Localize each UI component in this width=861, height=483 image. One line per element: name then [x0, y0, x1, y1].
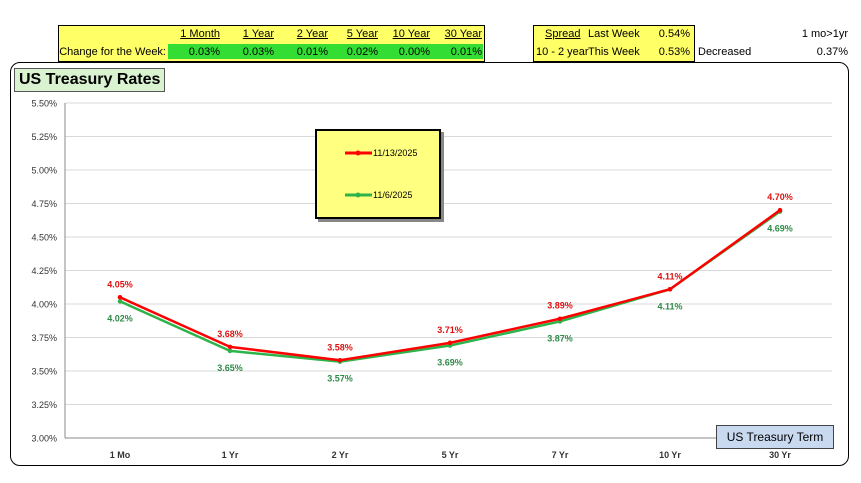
y-tick-label: 5.25% — [31, 132, 57, 142]
series-2-data-label: 4.02% — [107, 313, 133, 323]
legend-label-series-2: 11/6/2025 — [373, 190, 413, 200]
x-tick-label: 30 Yr — [769, 450, 791, 460]
series-2-data-label: 4.11% — [657, 301, 682, 311]
series-1-point — [777, 207, 783, 213]
legend-marker-series-1 — [355, 150, 361, 156]
y-tick-label: 4.00% — [31, 300, 57, 310]
last-week-value: 0.54% — [658, 28, 690, 40]
x-tick-label: 10 Yr — [659, 450, 681, 460]
series-1-data-label: 4.11% — [657, 271, 682, 281]
series-1-data-label: 4.05% — [107, 279, 133, 289]
y-tick-label: 3.50% — [31, 367, 57, 377]
y-tick-label: 3.00% — [31, 434, 57, 444]
series-2-data-label: 3.87% — [547, 333, 573, 343]
change-row-label: Change for the Week: — [59, 46, 166, 58]
this-week-value: 0.53% — [658, 46, 690, 58]
header-10-year: 10 Year — [392, 28, 430, 40]
spread-label: 10 - 2 year — [536, 46, 589, 58]
y-tick-label: 5.00% — [31, 166, 57, 176]
series-1-data-label: 4.70% — [767, 192, 793, 202]
series-2-data-label: 4.69% — [767, 224, 793, 234]
y-tick-label: 4.75% — [31, 199, 57, 209]
this-week-label: This Week — [588, 46, 640, 58]
change-2-year: 0.01% — [296, 46, 328, 58]
x-tick-label: 1 Mo — [110, 450, 131, 460]
y-tick-label: 3.25% — [31, 400, 57, 410]
spread-header: Spread — [545, 28, 581, 40]
chart-title: US Treasury Rates — [14, 68, 166, 92]
side-label: 1 mo>1yr — [801, 28, 848, 40]
series-1-point — [557, 316, 563, 322]
x-axis-title: US Treasury Term — [716, 425, 834, 449]
series-1-point — [447, 340, 453, 346]
spread-table — [533, 25, 695, 62]
series-1-data-label: 3.71% — [437, 325, 463, 335]
header-5-year: 5 Year — [346, 28, 378, 40]
series-2-point — [117, 299, 123, 304]
side-value: 0.37% — [816, 46, 848, 58]
series-1-point — [337, 357, 343, 363]
change-30-year: 0.01% — [450, 46, 482, 58]
series-2-point — [227, 348, 233, 354]
change-1-year: 0.03% — [242, 46, 274, 58]
y-tick-label: 4.50% — [31, 233, 57, 243]
change-values-fill — [168, 44, 483, 59]
change-1-month: 0.03% — [188, 46, 220, 58]
y-tick-label: 3.75% — [31, 333, 57, 343]
series-2-data-label: 3.69% — [437, 358, 463, 368]
legend-marker-series-2 — [355, 192, 361, 198]
legend-label-series-1: 11/13/2025 — [373, 148, 418, 158]
series-2-data-label: 3.57% — [327, 374, 353, 384]
y-tick-label: 5.50% — [31, 99, 57, 109]
x-tick-label: 2 Yr — [332, 450, 349, 460]
series-1-data-label: 3.89% — [547, 301, 573, 311]
series-1-data-label: 3.58% — [327, 342, 353, 352]
header-1-year: 1 Year — [242, 28, 274, 40]
change-5-year: 0.02% — [346, 46, 378, 58]
change-10-year: 0.00% — [398, 46, 430, 58]
x-tick-label: 7 Yr — [552, 450, 569, 460]
series-1-point — [227, 344, 233, 350]
series-1-point — [117, 295, 123, 300]
legend: 11/13/2025 11/6/2025 — [315, 129, 441, 219]
header-1-month: 1 Month — [180, 28, 220, 40]
series-1-data-label: 3.68% — [217, 329, 243, 339]
header-2-year: 2 Year — [296, 28, 328, 40]
series-2-data-label: 3.65% — [217, 363, 243, 373]
x-tick-label: 1 Yr — [222, 450, 239, 460]
last-week-label: Last Week — [588, 28, 640, 40]
spread-status: Decreased — [698, 46, 752, 58]
series-1-point — [667, 286, 673, 292]
header-30-year: 30 Year — [444, 28, 482, 40]
y-tick-label: 4.25% — [31, 266, 57, 276]
x-tick-label: 5 Yr — [442, 450, 459, 460]
